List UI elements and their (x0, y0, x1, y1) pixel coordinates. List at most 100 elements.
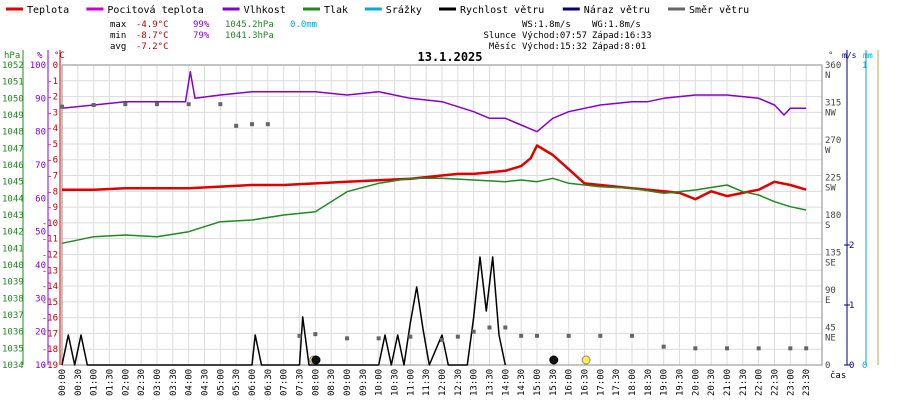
temp-unit: °C (54, 51, 65, 61)
x-tick-31: 15:30 (549, 369, 559, 396)
legend-label-6: Náraz větru (584, 4, 650, 16)
pct-tick-3: 70 (35, 161, 46, 171)
dir-point-8 (265, 122, 270, 127)
marker-sun-set (581, 355, 591, 365)
x-tick-38: 19:00 (660, 369, 670, 396)
dir-point-26 (725, 346, 729, 351)
dir-compass-5: SE (825, 259, 836, 269)
plot-frame (61, 64, 823, 366)
dir-compass-3: SW (825, 184, 836, 194)
dir-point-24 (661, 344, 666, 349)
temp-tick-11: -11 (42, 235, 58, 245)
legend-label-0: Teplota (27, 5, 69, 16)
x-tick-0: 00:00 (58, 369, 68, 396)
stat-1-3: 1041.3hPa (225, 31, 274, 41)
chart-title: 13.1.2025 (417, 50, 482, 64)
hpa-tick-3: 1049 (2, 111, 24, 121)
dir-tick-1: 315 (825, 99, 841, 109)
x-tick-41: 20:30 (707, 369, 717, 396)
hpa-tick-9: 1043 (2, 211, 24, 221)
x-tick-12: 06:00 (248, 369, 258, 396)
mm-tick-0: 1 (862, 61, 867, 71)
x-tick-40: 20:00 (691, 369, 701, 396)
x-tick-8: 04:00 (185, 369, 195, 396)
x-tick-23: 11:30 (422, 369, 432, 396)
stat-0-3: 1045.2hPa (225, 20, 274, 30)
dir-tick-6: 90 (825, 286, 836, 296)
dir-point-21 (566, 333, 571, 338)
x-tick-30: 15:00 (533, 369, 543, 396)
pct-tick-8: 20 (35, 328, 46, 338)
temp-tick-4: -4 (47, 124, 58, 134)
info-block: WS:1.8m/s WG:1.8m/s Slunce Východ:07:57 Zápa… (483, 20, 651, 52)
dir-point-1 (91, 103, 96, 107)
x-tick-35: 17:30 (612, 369, 622, 396)
series-line-3 (61, 256, 507, 366)
dir-tick-5: 135 (825, 249, 841, 259)
temp-tick-16: -16 (42, 314, 58, 324)
dir-point-23 (630, 333, 634, 338)
x-tick-44: 22:00 (755, 369, 765, 396)
dir-point-19 (519, 333, 524, 338)
dir-unit: ° (828, 51, 833, 61)
info-moon-set: Západ:8:01 (592, 42, 646, 52)
dir-point-3 (155, 102, 159, 107)
dir-point-9 (297, 333, 302, 338)
info-moon-rise: Východ:15:32 (522, 42, 587, 52)
dir-compass-0: N (825, 71, 830, 81)
x-tick-14: 07:00 (280, 369, 290, 396)
stat-2-1: -7.2°C (136, 42, 169, 52)
pct-tick-9: 10 (35, 361, 46, 371)
x-tick-43: 21:30 (739, 369, 749, 396)
stat-1-2: 79% (193, 31, 210, 41)
temp-tick-6: -6 (47, 156, 58, 166)
stat-0-4: 0.0mm (290, 20, 317, 30)
ms-tick-1: 1 (849, 301, 854, 311)
x-tick-10: 05:00 (216, 369, 226, 396)
hpa-tick-17: 1035 (2, 344, 24, 354)
x-tick-45: 22:30 (771, 369, 781, 396)
temp-tick-14: -14 (42, 282, 58, 292)
dir-point-6 (234, 123, 239, 128)
mm-tick-1: 0 (862, 361, 867, 371)
x-tick-22: 11:00 (406, 369, 416, 396)
dir-point-5 (218, 102, 223, 107)
x-tick-27: 13:30 (486, 369, 496, 396)
ms-tick-0: 2 (849, 241, 854, 251)
temp-tick-10: -10 (42, 219, 58, 229)
dir-compass-6: E (825, 296, 830, 306)
x-tick-18: 09:00 (343, 369, 353, 396)
temp-tick-12: -12 (42, 250, 58, 260)
dir-point-18 (503, 325, 508, 330)
ms-unit: m/s (842, 51, 857, 60)
ms-tick-2: 0 (849, 361, 854, 371)
dir-point-7 (250, 122, 254, 127)
legend-label-3: Tlak (324, 5, 348, 16)
series-line-1 (61, 70, 807, 133)
series-line-2 (61, 177, 807, 245)
pct-tick-6: 40 (35, 261, 46, 271)
hpa-tick-6: 1046 (2, 161, 24, 171)
dir-point-17 (487, 325, 492, 330)
x-tick-5: 02:30 (137, 369, 147, 396)
hpa-tick-14: 1038 (2, 294, 24, 304)
x-tick-15: 07:30 (296, 369, 306, 396)
series-line-0 (62, 144, 807, 201)
hpa-tick-4: 1048 (2, 128, 24, 138)
temp-tick-15: -15 (42, 298, 58, 308)
x-tick-42: 21:00 (723, 369, 733, 396)
marker-moon-set (311, 355, 321, 365)
hpa-tick-1: 1051 (2, 78, 24, 88)
stat-1-1: -8.7°C (136, 31, 169, 41)
x-tick-37: 18:30 (644, 369, 654, 396)
x-tick-33: 16:30 (581, 369, 591, 396)
dir-point-13 (408, 334, 413, 339)
grid (61, 64, 823, 366)
temp-tick-2: -2 (47, 93, 58, 103)
x-tick-39: 19:30 (676, 369, 686, 396)
dir-tick-0: 360 (825, 61, 841, 71)
legend-label-5: Rychlost větru (460, 4, 544, 16)
dir-point-22 (598, 333, 603, 338)
dir-compass-4: S (825, 221, 830, 231)
